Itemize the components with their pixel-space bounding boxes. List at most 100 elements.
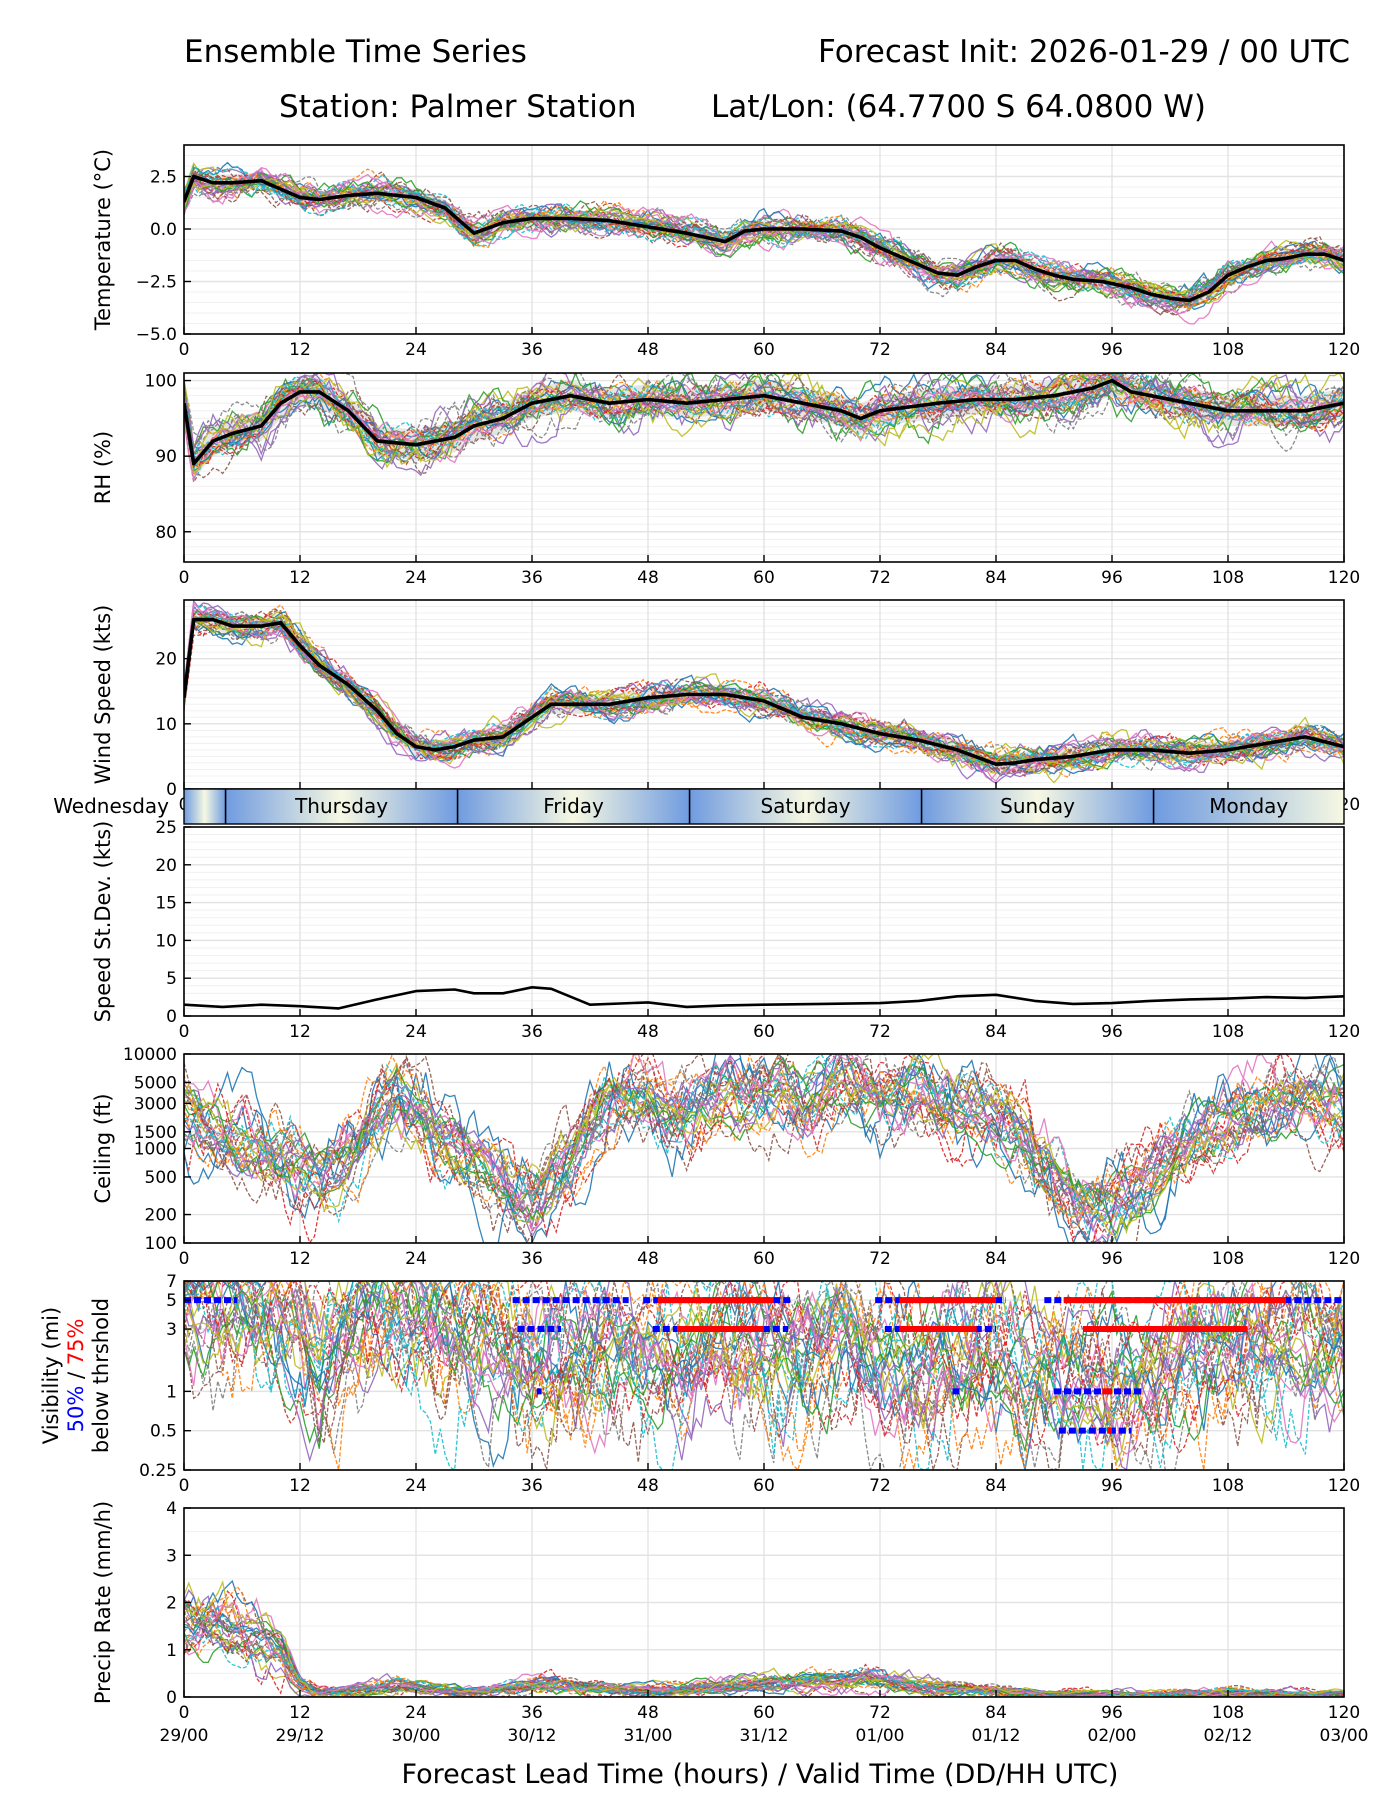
x-tick-label: 120 (1328, 1476, 1360, 1496)
ylabel-sep: / (64, 1365, 88, 1385)
x-tick-label: 60 (753, 568, 775, 588)
member-line (184, 1634, 1344, 1697)
x-tick-label: 96 (1101, 340, 1123, 360)
valid-time-label: 31/12 (740, 1726, 789, 1746)
x-tick-label: 12 (289, 1022, 311, 1042)
valid-time-label: 31/00 (624, 1726, 673, 1746)
y-tick-label: 10 (155, 931, 177, 951)
x-tick-label: 12 (289, 340, 311, 360)
plot-area-wind (184, 600, 1344, 785)
y-tick-label: 20 (155, 650, 177, 670)
day-block (921, 789, 1154, 824)
member-line (184, 373, 1344, 475)
x-tick-label: 108 (1212, 568, 1244, 588)
member-line (184, 1281, 1344, 1433)
x-tick-label: 24 (405, 340, 427, 360)
y-tick-label: 2.5 (150, 168, 177, 188)
member-line (184, 1281, 1344, 1448)
member-line (184, 1063, 1344, 1233)
x-tick-label: 84 (985, 568, 1007, 588)
x-tick-label: 108 (1212, 1476, 1244, 1496)
y-tick-label: 0.5 (150, 1422, 177, 1442)
member-line (184, 611, 1344, 775)
day-label: Thursday (294, 794, 388, 818)
x-tick-label: 0 (179, 1703, 190, 1723)
y-tick-label: 90 (155, 447, 177, 467)
ylabel: Precip Rate (mm/h) (91, 1501, 115, 1704)
ensemble-mean-line (184, 617, 1344, 766)
x-tick-label: 108 (1212, 1703, 1244, 1723)
plot-area-precip (184, 1579, 1344, 1697)
member-line (184, 1057, 1344, 1218)
member-line (184, 1054, 1344, 1243)
member-line (184, 1054, 1344, 1243)
ylabel: Ceiling (ft) (91, 1093, 115, 1203)
x-tick-label: 24 (405, 1249, 427, 1269)
plot-area-ceiling (184, 1054, 1344, 1243)
member-line (184, 169, 1344, 309)
valid-time-label: 02/00 (1088, 1726, 1137, 1746)
member-line (184, 1580, 1344, 1697)
member-line (184, 1281, 1344, 1446)
y-tick-label: 0 (166, 1688, 177, 1708)
valid-time-label: 29/12 (276, 1726, 325, 1746)
x-tick-label: 12 (289, 1703, 311, 1723)
x-tick-label: 60 (753, 1476, 775, 1496)
plot-area-temperature (184, 161, 1344, 325)
x-tick-label: 60 (753, 1703, 775, 1723)
panel-wind: 0102001224364860728496108120Wind Speed (… (91, 599, 1360, 815)
x-tick-label: 72 (869, 1476, 891, 1496)
x-tick-label: 120 (1328, 340, 1360, 360)
x-tick-label: 120 (1328, 1703, 1360, 1723)
y-tick-label: 0.25 (139, 1461, 177, 1481)
ylabel: RH (%) (91, 431, 115, 504)
member-line (184, 168, 1344, 306)
member-line (184, 1281, 1344, 1470)
xlabel: Forecast Lead Time (hours) / Valid Time … (402, 1759, 1119, 1790)
y-tick-label: 100 (145, 372, 177, 392)
valid-time-label: 30/12 (508, 1726, 557, 1746)
member-line (184, 1281, 1344, 1452)
station-latlon: Lat/Lon: (64.7700 S 64.0800 W) (711, 89, 1206, 125)
day-block (184, 789, 226, 824)
ensemble-mean-line (184, 986, 1344, 1010)
x-tick-label: 36 (521, 568, 543, 588)
member-line (184, 373, 1344, 469)
x-tick-label: 96 (1101, 1703, 1123, 1723)
member-line (184, 1281, 1344, 1463)
panel-visibility: 0.25 0.5 1 3 57 0 12 24 36 48 60 72 84 96 108 120 Visibi… (39, 1272, 1360, 1496)
y-tick-label: 4 (166, 1499, 177, 1519)
member-line (184, 1614, 1344, 1697)
valid-time-label: 03/00 (1320, 1726, 1369, 1746)
panel-precip: 01234029/001229/122430/003630/124831/006… (91, 1499, 1369, 1746)
x-tick-label: 48 (637, 1249, 659, 1269)
day-block (689, 789, 922, 824)
panel-temperature: −5.0 −2.5 0.0 2.5 0 12 24 36 48 60 72 84 96 108 120 Tem… (91, 144, 1360, 360)
day-strip: Wednesday Thursday Friday Saturday Sunday Mon… (53, 788, 1345, 825)
member-line (184, 1054, 1344, 1243)
day-label: Sunday (1000, 794, 1075, 818)
y-tick-label: 1 (166, 1641, 177, 1661)
x-tick-label: 108 (1212, 1022, 1244, 1042)
x-tick-label: 12 (289, 1476, 311, 1496)
member-line (184, 1070, 1344, 1211)
y-tick-label: 3000 (134, 1094, 177, 1114)
y-tick-label: 15 (155, 894, 177, 914)
x-tick-label: 48 (637, 1476, 659, 1496)
day-label: Monday (1209, 794, 1288, 818)
member-line (184, 1281, 1344, 1470)
y-tick-label: −2.5 (136, 273, 177, 293)
y-tick-label: −5.0 (136, 325, 177, 345)
day-block (225, 789, 458, 824)
x-tick-label: 12 (289, 568, 311, 588)
x-tick-label: 96 (1101, 1249, 1123, 1269)
y-tick-label: 0.0 (150, 220, 177, 240)
y-tick-label: 1 (166, 1382, 177, 1402)
member-line (184, 170, 1344, 309)
x-tick-label: 24 (405, 568, 427, 588)
x-tick-label: 96 (1101, 1022, 1123, 1042)
y-tick-label: 500 (145, 1168, 177, 1188)
x-tick-label: 60 (753, 1022, 775, 1042)
ensemble-mean-line (184, 174, 1344, 303)
